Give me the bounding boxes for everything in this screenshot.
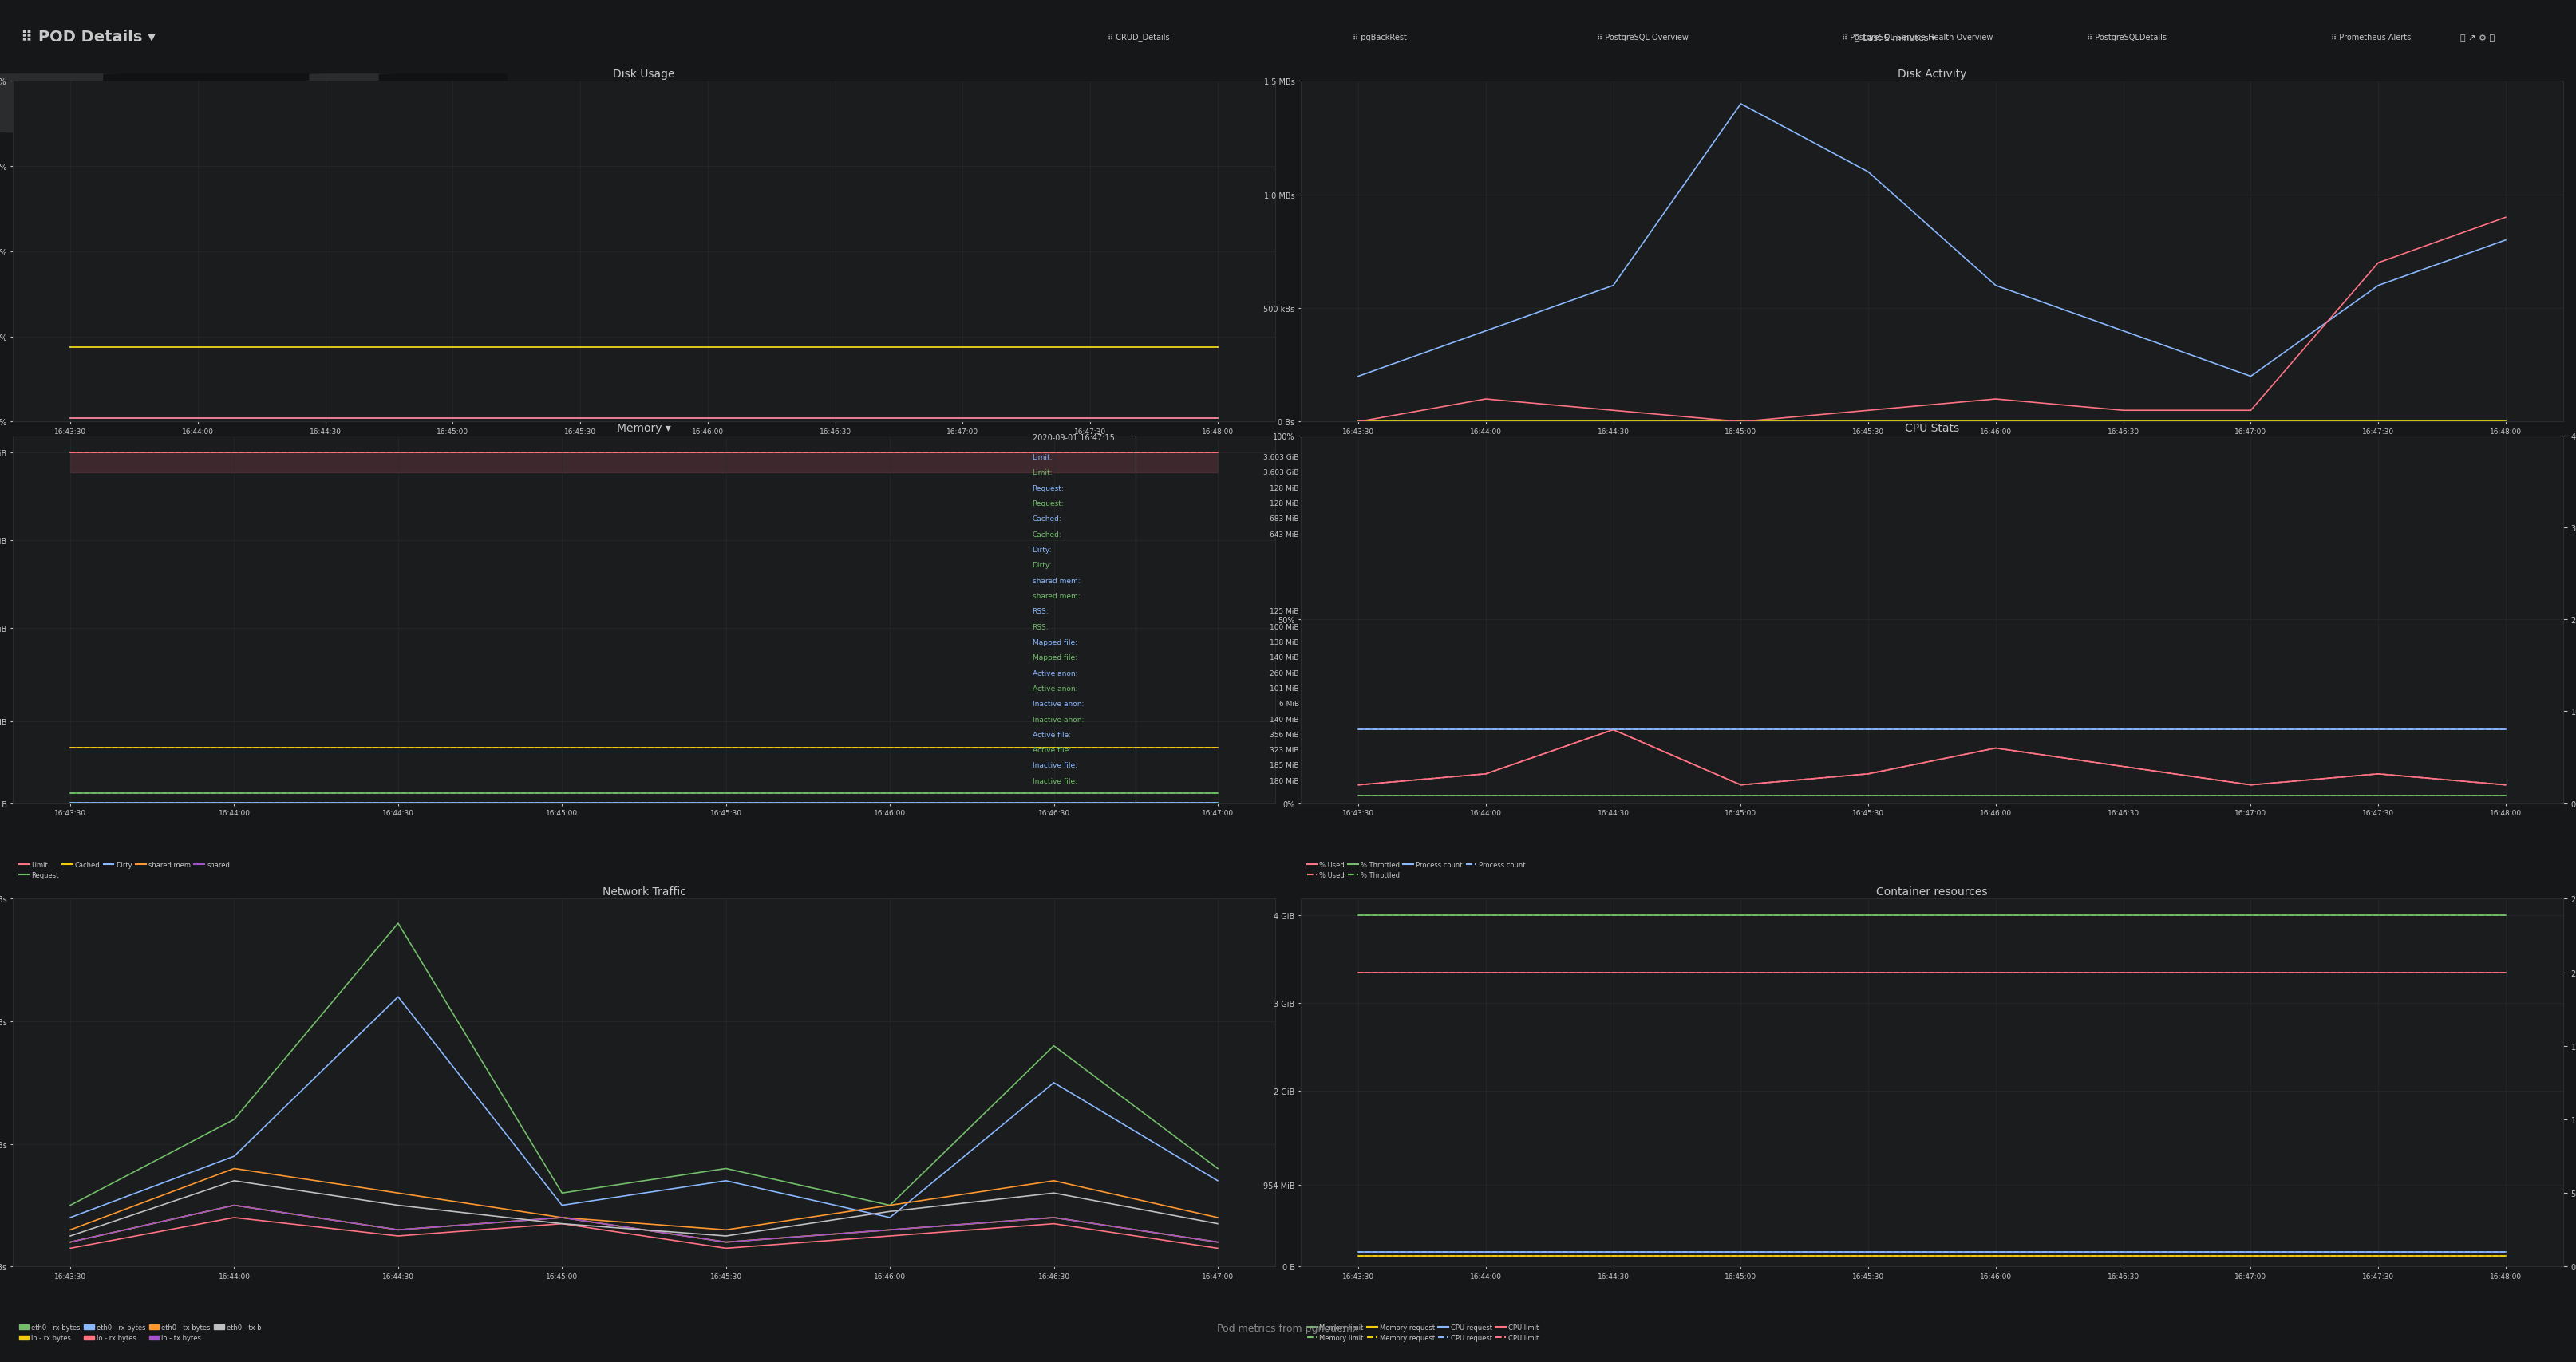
Text: Inactive anon:: Inactive anon: (1033, 700, 1084, 707)
FancyBboxPatch shape (309, 74, 425, 133)
Text: All ▾: All ▾ (433, 95, 453, 106)
Title: Network Traffic: Network Traffic (603, 885, 685, 898)
FancyBboxPatch shape (379, 74, 507, 133)
Text: Limit:: Limit: (1033, 470, 1054, 477)
Text: 140 MiB: 140 MiB (1270, 715, 1298, 723)
Text: 100 MiB: 100 MiB (1270, 624, 1298, 631)
Text: Dirty:: Dirty: (1033, 546, 1051, 553)
Text: ⭐ ↗ ⚙ 🖥: ⭐ ↗ ⚙ 🖥 (2460, 34, 2494, 41)
Text: Active file:: Active file: (1033, 746, 1072, 753)
Text: RSS:: RSS: (1033, 607, 1048, 616)
Text: 260 MiB: 260 MiB (1270, 670, 1298, 677)
Legend: eth0 - rx bytes, lo - rx bytes, eth0 - rx bytes, lo - rx bytes, eth0 - tx bytes,: eth0 - rx bytes, lo - rx bytes, eth0 - r… (15, 1321, 265, 1344)
Text: Cached:: Cached: (1033, 515, 1061, 523)
Text: Active anon:: Active anon: (1033, 685, 1077, 692)
Text: 323 MiB: 323 MiB (1270, 746, 1298, 753)
Title: Disk Usage: Disk Usage (613, 68, 675, 80)
Text: ⠿ CRUD_Details: ⠿ CRUD_Details (1108, 33, 1170, 42)
Text: Inactive anon:: Inactive anon: (1033, 715, 1084, 723)
Text: Mapped file:: Mapped file: (1033, 639, 1077, 646)
Text: Request:: Request: (1033, 500, 1064, 507)
Legend: /pgwal - Reads, /pgwal - Reads, /pgwal - Writes, /pgwal - Writes: /pgwal - Reads, /pgwal - Reads, /pgwal -… (1303, 467, 1569, 481)
FancyBboxPatch shape (0, 74, 152, 133)
Text: Active file:: Active file: (1033, 731, 1072, 738)
Text: 140 MiB: 140 MiB (1270, 654, 1298, 661)
Text: Limit:: Limit: (1033, 454, 1054, 460)
Legend: % Used, % Used, % Throttled, % Throttled, Process count, Process count: % Used, % Used, % Throttled, % Throttled… (1303, 858, 1528, 881)
Text: pod: pod (355, 95, 379, 106)
Text: 128 MiB: 128 MiB (1270, 485, 1298, 492)
Text: Dirty:: Dirty: (1033, 561, 1051, 569)
Text: 138 MiB: 138 MiB (1270, 639, 1298, 646)
Text: 643 MiB: 643 MiB (1270, 531, 1298, 538)
Text: ⠿ PostgreSQL Overview: ⠿ PostgreSQL Overview (1597, 34, 1690, 41)
FancyBboxPatch shape (103, 74, 335, 133)
Text: shared mem:: shared mem: (1033, 577, 1079, 584)
Text: 683 MiB: 683 MiB (1270, 515, 1298, 523)
Title: Container resources: Container resources (1875, 885, 1989, 898)
Text: jkatz:hippo ▾: jkatz:hippo ▾ (183, 95, 245, 106)
Text: 3.603 GiB: 3.603 GiB (1262, 454, 1298, 460)
Text: Inactive file:: Inactive file: (1033, 761, 1077, 770)
Text: 6 MiB: 6 MiB (1278, 700, 1298, 707)
Title: Memory ▾: Memory ▾ (616, 422, 672, 434)
Text: Pod metrics from pgnodemx: Pod metrics from pgnodemx (1218, 1323, 1358, 1333)
Text: ⏱ Last 5 minutes ▾: ⏱ Last 5 minutes ▾ (1855, 34, 1937, 41)
Text: RSS:: RSS: (1033, 624, 1048, 631)
Text: ⠿ pgBackRest: ⠿ pgBackRest (1352, 34, 1406, 41)
Legend: Limit, Request, Cached, Dirty, shared mem, shared: Limit, Request, Cached, Dirty, shared me… (15, 858, 232, 881)
Text: 125 MiB: 125 MiB (1270, 607, 1298, 616)
Text: Inactive file:: Inactive file: (1033, 778, 1077, 785)
Text: ⠿ POD Details ▾: ⠿ POD Details ▾ (21, 30, 155, 45)
Text: 101 MiB: 101 MiB (1270, 685, 1298, 692)
Text: ⠿ PostgreSQLDetails: ⠿ PostgreSQLDetails (2087, 34, 2166, 41)
Text: Active anon:: Active anon: (1033, 670, 1077, 677)
Text: shared mem:: shared mem: (1033, 592, 1079, 599)
Text: cluster: cluster (54, 95, 90, 106)
Text: 3.603 GiB: 3.603 GiB (1262, 470, 1298, 477)
Text: 180 MiB: 180 MiB (1270, 778, 1298, 785)
Legend: Memory limit, Memory limit, Memory request, Memory request, CPU request, CPU req: Memory limit, Memory limit, Memory reque… (1303, 1321, 1540, 1344)
Text: ⠿ PostgreSQL Service Health Overview: ⠿ PostgreSQL Service Health Overview (1842, 34, 1994, 41)
Text: Request:: Request: (1033, 485, 1064, 492)
Title: CPU Stats: CPU Stats (1904, 422, 1960, 434)
Text: ⠿ Prometheus Alerts: ⠿ Prometheus Alerts (2331, 34, 2411, 41)
Text: 356 MiB: 356 MiB (1270, 731, 1298, 738)
Text: Mapped file:: Mapped file: (1033, 654, 1077, 661)
Text: 2020-09-01 16:47:15: 2020-09-01 16:47:15 (1033, 434, 1115, 443)
Text: 128 MiB: 128 MiB (1270, 500, 1298, 507)
Legend: /pgwal, /pgwal, /pgwal - Inodes, /pgwal - Inodes: /pgwal, /pgwal, /pgwal - Inodes, /pgwal … (15, 467, 234, 481)
Text: Cached:: Cached: (1033, 531, 1061, 538)
Title: Disk Activity: Disk Activity (1899, 68, 1965, 80)
Text: 185 MiB: 185 MiB (1270, 761, 1298, 770)
